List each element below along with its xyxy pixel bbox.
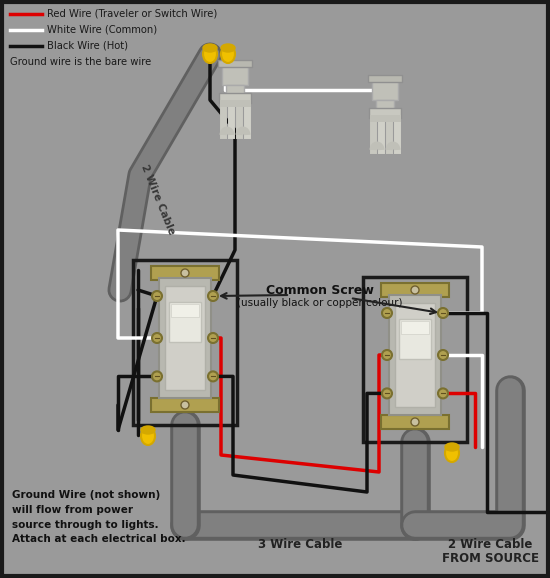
- Circle shape: [382, 350, 392, 360]
- Circle shape: [208, 372, 218, 381]
- Bar: [159, 278, 211, 398]
- Bar: [401, 321, 429, 334]
- Circle shape: [152, 333, 162, 343]
- Circle shape: [382, 388, 392, 398]
- Circle shape: [181, 401, 189, 409]
- Bar: [222, 65, 248, 85]
- Bar: [165, 286, 205, 390]
- Bar: [368, 75, 402, 82]
- Text: Ground Wire (not shown)
will flow from power
source through to lights.
Attach at: Ground Wire (not shown) will flow from p…: [12, 490, 186, 544]
- Bar: [399, 319, 431, 359]
- Bar: [226, 85, 244, 95]
- Ellipse shape: [221, 44, 235, 52]
- Circle shape: [382, 308, 392, 318]
- Text: (usually black or copper colour): (usually black or copper colour): [237, 298, 403, 308]
- Bar: [381, 415, 449, 429]
- Circle shape: [438, 388, 448, 398]
- Bar: [218, 60, 252, 67]
- Circle shape: [411, 286, 419, 294]
- Circle shape: [152, 372, 162, 381]
- Circle shape: [438, 350, 448, 360]
- Ellipse shape: [203, 45, 217, 63]
- Circle shape: [181, 269, 189, 277]
- Ellipse shape: [445, 444, 459, 462]
- Text: Common Screw: Common Screw: [266, 283, 374, 297]
- Ellipse shape: [221, 45, 235, 63]
- Circle shape: [152, 291, 162, 301]
- Circle shape: [208, 291, 218, 301]
- Ellipse shape: [445, 443, 459, 451]
- Bar: [363, 277, 467, 442]
- Bar: [151, 266, 219, 280]
- Bar: [376, 100, 394, 110]
- Ellipse shape: [141, 427, 155, 445]
- Bar: [395, 303, 435, 407]
- Text: White Wire (Common): White Wire (Common): [47, 25, 157, 35]
- Circle shape: [438, 308, 448, 318]
- Text: Red Wire (Traveler or Switch Wire): Red Wire (Traveler or Switch Wire): [47, 9, 217, 19]
- Bar: [151, 398, 219, 412]
- Ellipse shape: [203, 44, 217, 52]
- Bar: [372, 80, 398, 100]
- Bar: [171, 304, 199, 317]
- Ellipse shape: [141, 426, 155, 434]
- Bar: [169, 302, 201, 342]
- Bar: [133, 260, 237, 425]
- Text: 2 Wire Cable: 2 Wire Cable: [448, 539, 532, 551]
- Bar: [389, 295, 441, 415]
- Text: Black Wire (Hot): Black Wire (Hot): [47, 41, 128, 51]
- Text: 2 Wire Cable: 2 Wire Cable: [139, 164, 177, 236]
- Bar: [369, 108, 401, 118]
- Text: Ground wire is the bare wire: Ground wire is the bare wire: [10, 57, 151, 67]
- Bar: [219, 93, 251, 103]
- Circle shape: [208, 333, 218, 343]
- Circle shape: [411, 418, 419, 426]
- Text: 3 Wire Cable: 3 Wire Cable: [258, 539, 342, 551]
- Text: FROM SOURCE: FROM SOURCE: [442, 551, 538, 565]
- Bar: [381, 283, 449, 297]
